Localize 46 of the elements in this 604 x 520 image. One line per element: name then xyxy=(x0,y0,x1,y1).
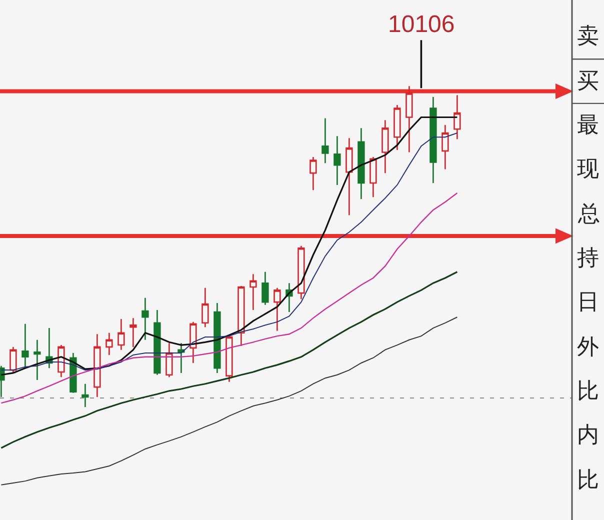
candlestick xyxy=(82,383,89,408)
text: 比 xyxy=(577,468,599,493)
candlestick xyxy=(118,318,125,350)
candlestick xyxy=(454,94,461,140)
candlestick xyxy=(214,302,221,374)
candlestick xyxy=(370,156,377,198)
candlestick xyxy=(34,339,41,381)
candlestick xyxy=(166,342,173,378)
text: 卖 xyxy=(577,24,599,49)
candlestick xyxy=(322,118,329,164)
text: 日 xyxy=(577,290,599,315)
candlestick xyxy=(274,287,281,332)
candlestick xyxy=(238,285,245,347)
candlestick xyxy=(250,273,257,311)
text: 最 xyxy=(577,113,599,138)
candlestick xyxy=(262,271,269,306)
candlestick xyxy=(226,334,233,383)
text: 总 xyxy=(577,202,600,227)
candlestick xyxy=(430,96,437,184)
candlestick xyxy=(298,245,305,300)
candlestick xyxy=(178,342,185,374)
text: 买 xyxy=(577,69,599,94)
candlestick xyxy=(202,287,209,328)
text: 现 xyxy=(577,157,599,182)
candlestick xyxy=(358,128,365,200)
candlestick xyxy=(334,136,341,186)
text: 持 xyxy=(577,246,599,271)
candlestick xyxy=(142,297,149,341)
annotation: 10106 xyxy=(388,11,455,38)
candlestick xyxy=(394,104,401,151)
candlestick xyxy=(22,323,29,368)
candlestick xyxy=(406,85,413,153)
candlestick xyxy=(94,333,101,398)
candlestick xyxy=(442,124,449,170)
candlestick xyxy=(106,332,113,356)
candlestick xyxy=(130,317,137,348)
text: 外 xyxy=(577,335,599,360)
candlestick xyxy=(190,321,197,364)
candlestick xyxy=(382,119,389,174)
candlestick xyxy=(154,309,161,376)
candlestick xyxy=(310,156,317,191)
text: 内 xyxy=(577,423,599,448)
candlestick xyxy=(346,137,353,216)
candlestick xyxy=(10,346,17,374)
candlestick xyxy=(58,344,65,378)
text: 比 xyxy=(577,379,599,404)
